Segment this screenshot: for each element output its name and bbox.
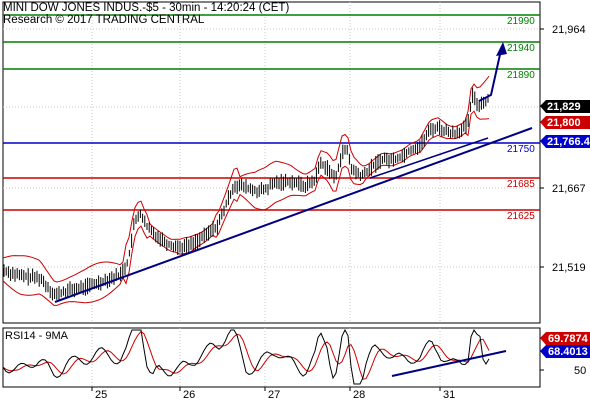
- rsi-tag-label-0: 69.7874: [548, 333, 589, 345]
- level-label-21890: 21890: [507, 70, 535, 81]
- level-label-21750: 21750: [507, 144, 535, 155]
- x-label-26: 26: [183, 389, 195, 400]
- rsi-tag-1: [540, 345, 590, 358]
- rsi-tag-label-1: 68.4013: [548, 346, 588, 358]
- axis-label-21,519: 21,519: [552, 262, 586, 274]
- chart-title: MINI DOW JONES INDUS.-$5 - 30min - 14:20…: [3, 2, 290, 14]
- price-tag-1: [540, 116, 590, 129]
- rsi-title: RSI14 - 9MA: [5, 330, 69, 342]
- trend-line-short: [369, 137, 489, 179]
- rsi-line: [2, 328, 490, 385]
- axis-label-21,964: 21,964: [552, 24, 586, 36]
- x-label-31: 31: [443, 389, 455, 400]
- level-label-21625: 21625: [507, 211, 535, 222]
- chart-copyright: Research © 2017 TRADING CENTRAL: [3, 14, 205, 26]
- price-tag-label-1: 21,800: [547, 117, 581, 129]
- x-label-28: 28: [353, 389, 365, 400]
- price-tag-0: [540, 100, 590, 113]
- upper-band: [2, 75, 490, 283]
- x-label-25: 25: [95, 389, 107, 400]
- price-tag-label-2: 21,766.4: [547, 136, 590, 148]
- lower-band: [2, 110, 490, 306]
- rsi-panel: [2, 327, 541, 388]
- rsi-trend-line: [391, 350, 507, 377]
- axis-label-21,667: 21,667: [552, 183, 586, 195]
- price-tag-2: [540, 135, 590, 148]
- level-label-21685: 21685: [507, 179, 535, 190]
- price-panel: [2, 1, 541, 324]
- rsi-ma-line: [2, 330, 490, 380]
- price-tag-label-0: 21,829: [547, 101, 581, 113]
- projection-arrow-line: [478, 49, 502, 102]
- projection-arrow-head: [496, 42, 507, 56]
- x-label-27: 27: [268, 389, 280, 400]
- rsi-tag-0: [540, 332, 590, 345]
- level-label-21990: 21990: [507, 16, 535, 27]
- level-label-21940: 21940: [507, 43, 535, 54]
- trend-line-main: [54, 127, 533, 303]
- rsi-axis-label-50: 50: [574, 365, 586, 377]
